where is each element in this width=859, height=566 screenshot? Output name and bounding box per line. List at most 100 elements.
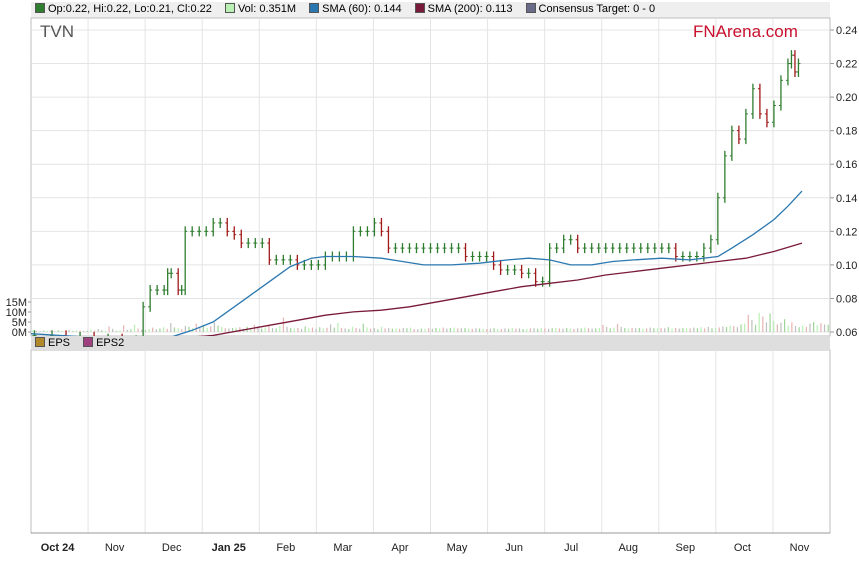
- volume-bar: [533, 328, 535, 332]
- price-tick-label: 0.06: [836, 327, 857, 339]
- volume-bar: [61, 330, 63, 332]
- volume-bar: [598, 328, 600, 332]
- volume-bar: [526, 328, 528, 332]
- x-tick-label: Nov: [790, 542, 810, 554]
- brand-logo: FNArena.com: [693, 22, 798, 41]
- volume-bar: [123, 325, 125, 332]
- volume-bar: [119, 330, 121, 332]
- volume-swatch-icon: [224, 3, 235, 13]
- legend-sma60: SMA (60): 0.144: [309, 2, 402, 17]
- volume-bar: [39, 331, 41, 332]
- volume-bar: [188, 326, 190, 332]
- x-tick-label: Jul: [564, 542, 578, 554]
- volume-bar: [642, 328, 644, 332]
- legend-sma200-text: SMA (200): 0.113: [427, 3, 513, 15]
- grid-layer: [30, 17, 831, 534]
- volume-bar: [195, 323, 197, 332]
- volume-bar: [660, 328, 662, 332]
- x-tick-label: May: [447, 542, 468, 554]
- volume-bar: [776, 324, 778, 332]
- volume-bar: [130, 329, 132, 332]
- volume-bar: [722, 326, 724, 332]
- volume-bar: [823, 324, 826, 332]
- volume-bar: [478, 328, 481, 332]
- volume-bar: [765, 322, 768, 332]
- volume-bar: [431, 328, 433, 332]
- volume-bar: [587, 328, 590, 332]
- legend-ohlc: Op:0.22, Hi:0.22, Lo:0.21, Cl:0.22: [35, 2, 212, 17]
- volume-bar: [537, 328, 539, 332]
- volume-bar: [32, 330, 34, 332]
- volume-bar: [170, 323, 172, 332]
- volume-bar: [635, 328, 637, 332]
- volume-bar: [754, 324, 757, 332]
- volume-bar: [322, 328, 324, 332]
- price-tick-label: 0.22: [836, 59, 857, 71]
- volume-bar: [68, 329, 70, 332]
- volume-tick-label: 0M: [12, 327, 27, 339]
- volume-bar: [558, 328, 561, 332]
- volume-bar: [369, 328, 372, 332]
- volume-bar: [493, 328, 495, 332]
- x-tick-label: Jun: [505, 542, 523, 554]
- legend-volume: Vol: 0.351M: [224, 2, 297, 17]
- volume-bar: [613, 327, 615, 332]
- volume-bar: [827, 324, 829, 332]
- legend-sma60-text: SMA (60): 0.144: [322, 3, 402, 15]
- volume-bar: [704, 328, 706, 332]
- volume-bar: [518, 328, 521, 332]
- volume-bar: [75, 330, 77, 332]
- x-tick-label: Dec: [162, 542, 182, 554]
- volume-bar: [620, 326, 622, 332]
- volume-bar: [446, 328, 448, 332]
- volume-bar: [809, 323, 811, 332]
- volume-bar: [264, 327, 266, 332]
- volume-bar: [627, 328, 630, 332]
- volume-bar: [315, 328, 317, 332]
- volume-bar: [93, 330, 96, 332]
- volume-bar: [718, 327, 720, 332]
- legend-eps: EPS: [35, 336, 70, 350]
- price-tick-label: 0.08: [836, 293, 857, 305]
- volume-bar: [714, 328, 717, 332]
- volume-bar: [787, 325, 789, 332]
- volume-bar: [460, 328, 462, 332]
- legend-eps2: EPS2: [83, 336, 124, 350]
- volume-bar: [271, 328, 274, 332]
- volume-bar: [348, 329, 350, 332]
- volume-bar: [300, 328, 303, 332]
- volume-bar: [438, 328, 441, 332]
- ohlc-swatch-icon: [35, 3, 45, 13]
- volume-bar: [384, 328, 386, 332]
- volume-bar: [453, 327, 455, 332]
- volume-bar: [609, 328, 611, 332]
- volume-bar: [79, 330, 81, 332]
- volume-bar: [250, 328, 252, 332]
- volume-bar: [148, 329, 150, 332]
- volume-bar: [656, 328, 659, 332]
- volume-bar: [482, 328, 484, 332]
- volume-bar: [671, 328, 673, 332]
- volume-bar: [206, 327, 208, 332]
- volume-bar: [330, 324, 332, 332]
- volume-bar: [529, 328, 531, 332]
- volume-bar: [293, 328, 295, 332]
- volume-bar: [711, 328, 713, 332]
- volume-bar: [733, 326, 735, 332]
- volume-bar: [504, 328, 506, 332]
- volume-bar: [326, 327, 328, 332]
- volume-bar: [449, 328, 452, 332]
- volume-bar: [689, 328, 691, 332]
- volume-bar: [707, 326, 709, 332]
- volume-bar: [758, 312, 760, 332]
- volume-bar: [90, 329, 92, 332]
- volume-bar: [46, 331, 48, 332]
- volume-bar: [282, 317, 285, 332]
- volume-layer: [32, 312, 829, 332]
- volume-bar: [141, 329, 143, 332]
- volume-bar: [355, 328, 357, 332]
- volume-bar: [35, 330, 38, 332]
- legend-volume-text: Vol: 0.351M: [237, 3, 297, 15]
- volume-bar: [112, 328, 114, 332]
